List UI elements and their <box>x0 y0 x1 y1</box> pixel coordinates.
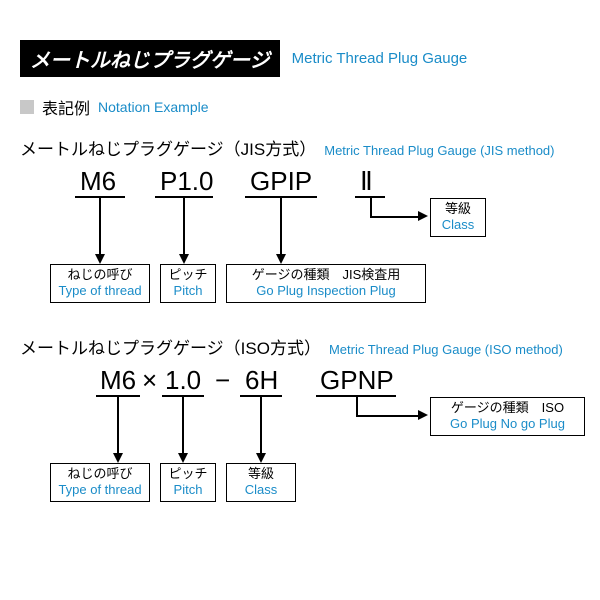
iso-box-thread: ねじの呼び Type of thread <box>50 463 150 502</box>
label-jp: ピッチ <box>168 267 207 282</box>
iso-code-m6: M6 <box>100 365 136 396</box>
jis-box-thread: ねじの呼び Type of thread <box>50 264 150 303</box>
jis-title-jp: メートルねじプラグゲージ（JIS方式） <box>20 135 316 160</box>
iso-code-x: × <box>142 365 157 396</box>
subtitle-row: 表記例 Notation Example <box>20 95 580 119</box>
jis-title: メートルねじプラグゲージ（JIS方式） Metric Thread Plug G… <box>20 135 580 160</box>
label-jp: ピッチ <box>168 466 207 481</box>
iso-title-jp: メートルねじプラグゲージ（ISO方式） <box>20 334 321 359</box>
label-jp: ゲージの種類 JIS検査用 <box>252 267 401 282</box>
jis-code-gpip: GPIP <box>250 166 312 197</box>
title-jp: メートルねじプラグゲージ <box>20 40 280 77</box>
jis-diagram: M6 P1.0 GPIP Ⅱ ねじの呼び Type of thread ピッチ … <box>20 166 580 316</box>
label-en: Pitch <box>167 283 209 299</box>
label-jp: ねじの呼び <box>67 466 132 481</box>
label-jp: 等級 <box>445 201 471 216</box>
jis-box-class: 等級 Class <box>430 198 486 237</box>
iso-code-dash: − <box>215 365 230 396</box>
label-en: Pitch <box>167 482 209 498</box>
label-jp: ゲージの種類 ISO <box>451 400 564 415</box>
title-en: Metric Thread Plug Gauge <box>292 50 468 67</box>
subtitle-en: Notation Example <box>98 99 209 115</box>
iso-code-gpnp: GPNP <box>320 365 394 396</box>
iso-title-en: Metric Thread Plug Gauge (ISO method) <box>329 342 563 357</box>
label-jp: ねじの呼び <box>67 267 132 282</box>
iso-box-pitch: ピッチ Pitch <box>160 463 216 502</box>
jis-code-m6: M6 <box>80 166 116 197</box>
jis-box-gauge: ゲージの種類 JIS検査用 Go Plug Inspection Plug <box>226 264 426 303</box>
header-row: メートルねじプラグゲージ Metric Thread Plug Gauge <box>20 40 580 77</box>
label-en: Type of thread <box>57 283 143 299</box>
iso-box-gauge: ゲージの種類 ISO Go Plug No go Plug <box>430 397 585 436</box>
iso-code-10: 1.0 <box>165 365 201 396</box>
label-jp: 等級 <box>248 466 274 481</box>
subtitle-jp: 表記例 <box>42 95 90 119</box>
iso-code-6h: 6H <box>245 365 278 396</box>
jis-title-en: Metric Thread Plug Gauge (JIS method) <box>324 143 554 158</box>
square-icon <box>20 100 34 114</box>
label-en: Class <box>437 217 479 233</box>
iso-diagram: M6 × 1.0 − 6H GPNP ねじの呼び Type of thread … <box>20 365 580 515</box>
label-en: Class <box>233 482 289 498</box>
label-en: Go Plug Inspection Plug <box>233 283 419 299</box>
jis-code-class: Ⅱ <box>360 166 373 197</box>
jis-code-p10: P1.0 <box>160 166 214 197</box>
label-en: Go Plug No go Plug <box>437 416 578 432</box>
jis-box-pitch: ピッチ Pitch <box>160 264 216 303</box>
iso-box-class: 等級 Class <box>226 463 296 502</box>
iso-title: メートルねじプラグゲージ（ISO方式） Metric Thread Plug G… <box>20 334 580 359</box>
label-en: Type of thread <box>57 482 143 498</box>
